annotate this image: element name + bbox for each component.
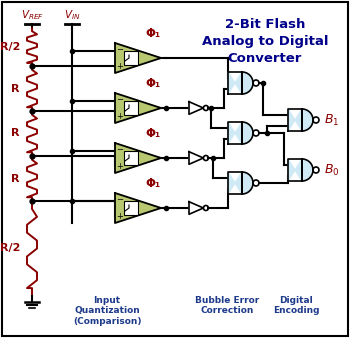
Text: R: R	[12, 128, 20, 139]
Text: $V_{REF}$: $V_{REF}$	[21, 8, 43, 22]
Polygon shape	[189, 102, 203, 114]
Text: R: R	[12, 83, 20, 94]
Text: +: +	[117, 162, 124, 171]
Text: Φ₁: Φ₁	[146, 177, 161, 190]
Polygon shape	[228, 122, 253, 144]
Polygon shape	[189, 152, 203, 164]
Text: R/2: R/2	[0, 243, 20, 254]
Text: Input
Quantization
(Comparison): Input Quantization (Comparison)	[73, 296, 141, 326]
Text: −: −	[117, 195, 124, 204]
Text: Φ₁: Φ₁	[146, 77, 161, 90]
Text: +: +	[117, 212, 124, 221]
FancyBboxPatch shape	[2, 2, 348, 336]
Text: −: −	[117, 95, 124, 104]
Text: +: +	[117, 62, 124, 71]
Polygon shape	[115, 43, 161, 73]
Bar	[124, 101, 138, 115]
Polygon shape	[115, 93, 161, 123]
Text: $B_1$: $B_1$	[324, 113, 339, 127]
Text: +: +	[117, 112, 124, 121]
Text: Bubble Error
Correction: Bubble Error Correction	[195, 296, 259, 315]
Text: 2-Bit Flash
Analog to Digital
Converter: 2-Bit Flash Analog to Digital Converter	[202, 18, 328, 65]
Bar	[124, 151, 138, 165]
Polygon shape	[115, 193, 161, 223]
Polygon shape	[288, 109, 313, 131]
Text: Digital
Encoding: Digital Encoding	[273, 296, 319, 315]
Text: Φ₁: Φ₁	[146, 27, 161, 40]
Polygon shape	[115, 143, 161, 173]
Text: $B_0$: $B_0$	[324, 163, 340, 177]
Text: R/2: R/2	[0, 42, 20, 52]
Text: $V_{IN}$: $V_{IN}$	[64, 8, 80, 22]
Polygon shape	[189, 202, 203, 214]
Bar	[124, 201, 138, 215]
Text: −: −	[117, 45, 124, 54]
Polygon shape	[288, 159, 313, 181]
Bar	[124, 51, 138, 65]
Polygon shape	[228, 72, 253, 94]
Text: Φ₁: Φ₁	[146, 127, 161, 140]
Text: −: −	[117, 145, 124, 154]
Text: R: R	[12, 173, 20, 184]
Polygon shape	[228, 172, 253, 194]
